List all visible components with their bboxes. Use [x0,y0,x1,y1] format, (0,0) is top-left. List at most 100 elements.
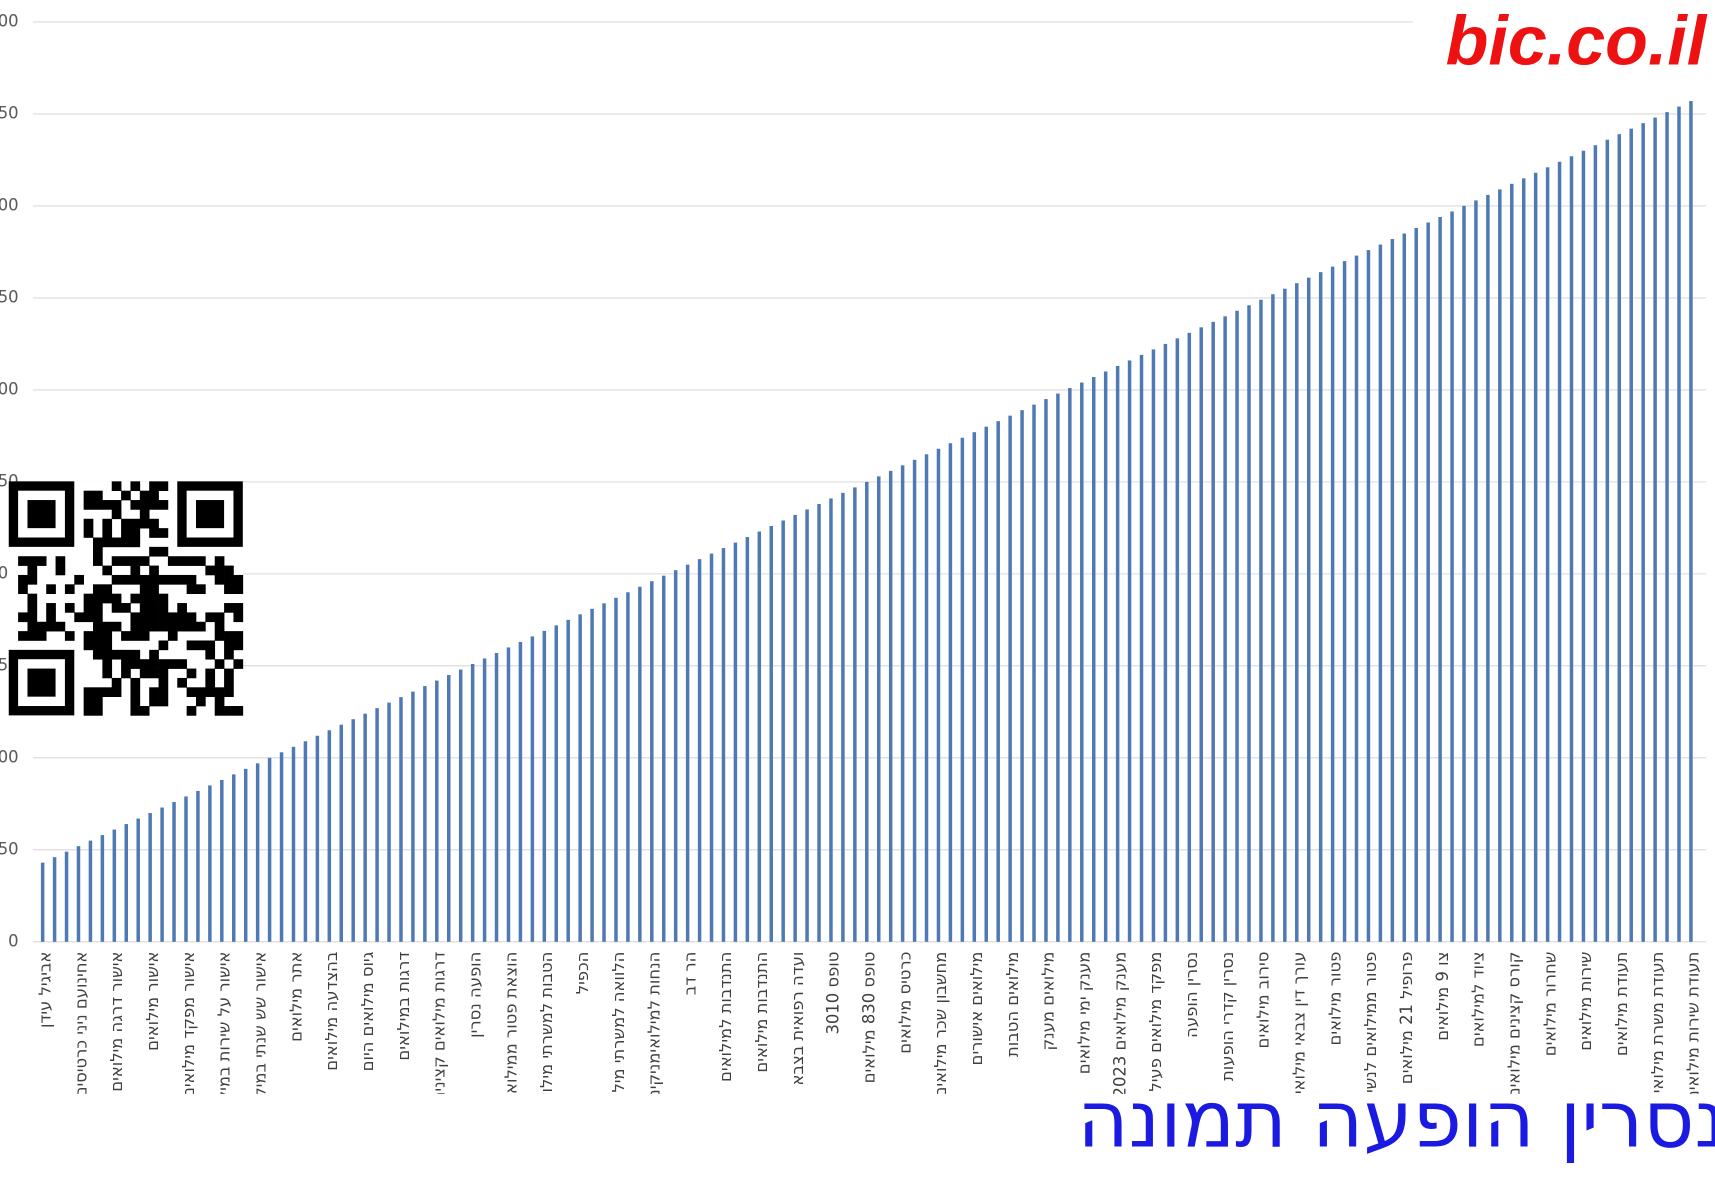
bar [900,465,905,942]
bar [1498,189,1502,942]
qr-module [149,528,159,538]
qr-module [205,677,216,688]
qr-module [102,565,113,576]
bar [542,630,547,942]
qr-module [205,668,216,679]
qr-module [139,603,150,613]
qr-module [93,584,103,595]
bar [506,647,511,942]
bar [1259,299,1263,942]
bar [518,641,523,942]
qr-module [93,593,103,604]
bar [996,421,1000,942]
bar [1521,178,1526,942]
bar [208,785,212,942]
bar [1438,216,1442,942]
bar [1187,332,1192,942]
bar [470,664,475,942]
qr-module [233,612,244,623]
bar [1044,399,1048,942]
qr-module [186,556,197,566]
bar [1629,128,1633,942]
qr-module [224,631,234,641]
x-tick-label: ועדה רפואית בצבא [788,952,807,1086]
bar [1271,294,1275,942]
qr-module [130,500,141,510]
qr-module [186,621,197,632]
qr-module [233,584,244,595]
bar [1199,327,1203,942]
bar [960,437,965,942]
bar [1295,283,1299,942]
y-tick-label: 450 [0,103,19,122]
qr-module [196,640,206,651]
bar [1665,112,1669,942]
qr-module [130,631,141,641]
qr-module [167,631,178,641]
qr-module [139,612,150,623]
bar [638,586,642,942]
qr-module [83,528,94,538]
qr-module [74,574,84,585]
qr-module [102,500,113,510]
qr-module [224,687,234,697]
bar [1211,321,1215,942]
x-tick-label: התנדבות למילואים [716,952,735,1082]
qr-module [55,621,66,632]
qr-module [214,556,225,566]
bar [709,553,714,942]
qr-module [130,593,141,604]
bar [1139,354,1144,942]
qr-module [121,649,131,660]
qr-module [233,574,244,585]
qr-module [18,631,28,641]
watermark-bg [1413,0,1715,88]
qr-module [130,649,141,660]
bar [1557,161,1562,942]
bar [1414,227,1418,942]
qr-module [214,574,225,585]
bar [100,835,105,942]
qr-module [130,556,141,566]
qr-module [205,640,216,651]
bar [876,476,881,942]
x-tick-label: מילואים אישורים [967,952,986,1066]
bar [1163,343,1168,942]
qr-module [196,687,206,697]
bar [184,796,188,942]
x-tick-label: מחשבון שכר מילואים [931,952,950,1098]
x-axis-labels: אביגיל עידן אחינועם ניני כרטיסים אישור דרג… [35,951,1702,1098]
qr-module [158,481,169,492]
qr-module [186,612,197,623]
x-tick-label: טופס 3010 [824,952,843,1035]
qr-module [158,621,169,632]
bar [1091,377,1096,942]
bar [303,741,308,942]
qr-module [46,603,56,613]
qr-module [83,640,94,651]
qr-module [139,509,150,520]
bar [865,481,869,942]
qr-module [93,556,103,566]
qr-module [102,640,113,651]
x-tick-label: אביגיל עידן [35,952,54,1028]
bar [40,862,45,942]
qr-module [186,640,197,651]
qr-module [83,593,94,604]
x-tick-label: גיוס מילואים היום [358,951,377,1071]
qr-module [149,687,159,697]
bar [411,691,415,942]
qr-module [196,584,206,595]
qr-module [158,696,169,707]
bar [1330,266,1335,942]
qr-module [158,546,169,557]
y-tick-label: 50 [0,839,19,858]
bar [1510,183,1514,942]
bar [315,735,320,942]
qr-module [27,593,38,604]
x-tick-label: התנדבות מילואים [752,952,771,1073]
qr-module [158,687,169,697]
bar [793,514,797,942]
qr-finder [196,500,225,529]
qr-module [27,621,38,632]
